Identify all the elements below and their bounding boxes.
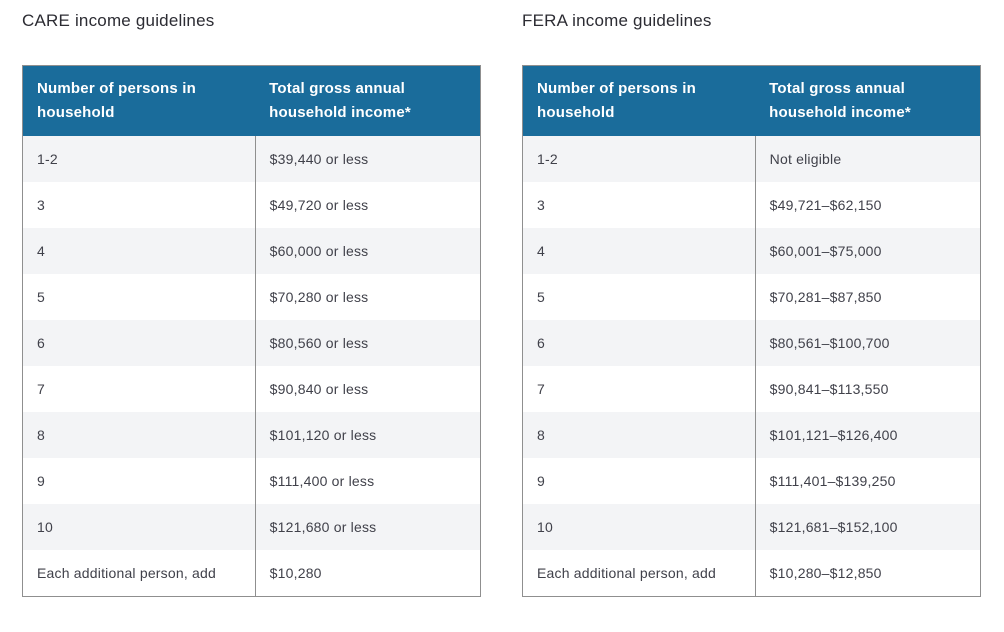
income-cell: $39,440 or less bbox=[254, 136, 481, 182]
fera-table-section: FERA income guidelines Number of persons… bbox=[522, 10, 981, 597]
persons-cell: 8 bbox=[537, 427, 545, 443]
table-row: 3 $49,721–$62,150 bbox=[522, 182, 981, 228]
income-cell: $70,280 or less bbox=[254, 274, 481, 320]
persons-cell: 6 bbox=[37, 335, 45, 351]
table-row: Each additional person, add $10,280–$12,8… bbox=[522, 550, 981, 596]
care-table-body: 1-2 $39,440 or less 3 $49,720 or less 4 $60,0… bbox=[22, 136, 481, 596]
table-row: 7 $90,840 or less bbox=[22, 366, 481, 412]
persons-cell: 8 bbox=[37, 427, 45, 443]
persons-cell: 3 bbox=[537, 197, 545, 213]
table-row: 9 $111,401–$139,250 bbox=[522, 458, 981, 504]
income-cell: Not eligible bbox=[754, 136, 981, 182]
fera-table-title: FERA income guidelines bbox=[522, 11, 712, 30]
persons-cell: 7 bbox=[537, 381, 545, 397]
persons-cell: 3 bbox=[37, 197, 45, 213]
income-column-header: Total gross annual household income* bbox=[255, 65, 481, 136]
income-column-header: Total gross annual household income* bbox=[755, 65, 981, 136]
persons-cell: 10 bbox=[537, 519, 553, 535]
persons-cell: 1-2 bbox=[37, 151, 58, 167]
persons-cell: 9 bbox=[37, 473, 45, 489]
table-row: 1-2 $39,440 or less bbox=[22, 136, 481, 182]
persons-cell: 5 bbox=[37, 289, 45, 305]
table-row: 1-2 Not eligible bbox=[522, 136, 981, 182]
table-row: 6 $80,561–$100,700 bbox=[522, 320, 981, 366]
income-cell: $10,280 bbox=[254, 550, 481, 596]
persons-cell: 10 bbox=[37, 519, 53, 535]
income-cell: $121,680 or less bbox=[254, 504, 481, 550]
income-cell: $90,841–$113,550 bbox=[754, 366, 981, 412]
table-row: 10 $121,681–$152,100 bbox=[522, 504, 981, 550]
persons-cell: 4 bbox=[37, 243, 45, 259]
income-cell: $49,721–$62,150 bbox=[754, 182, 981, 228]
income-guidelines-section: CARE income guidelines Number of persons… bbox=[22, 10, 981, 597]
persons-cell: 1-2 bbox=[537, 151, 558, 167]
header-row: Number of persons in household Total gros… bbox=[522, 65, 981, 136]
fera-income-table: Number of persons in household Total gros… bbox=[522, 65, 981, 597]
persons-cell: 6 bbox=[537, 335, 545, 351]
header-row: Number of persons in household Total gros… bbox=[22, 65, 481, 136]
table-row: 8 $101,120 or less bbox=[22, 412, 481, 458]
income-cell: $90,840 or less bbox=[254, 366, 481, 412]
table-row: 9 $111,400 or less bbox=[22, 458, 481, 504]
table-row: Each additional person, add $10,280 bbox=[22, 550, 481, 596]
income-cell: $10,280–$12,850 bbox=[754, 550, 981, 596]
persons-cell: Each additional person, add bbox=[537, 564, 716, 581]
table-row: 8 $101,121–$126,400 bbox=[522, 412, 981, 458]
table-row: 4 $60,001–$75,000 bbox=[522, 228, 981, 274]
care-income-table: Number of persons in household Total gros… bbox=[22, 65, 481, 597]
table-row: 4 $60,000 or less bbox=[22, 228, 481, 274]
income-cell: $80,560 or less bbox=[254, 320, 481, 366]
persons-column-header: Number of persons in household bbox=[522, 65, 756, 136]
income-cell: $111,401–$139,250 bbox=[754, 458, 981, 504]
persons-cell: Each additional person, add bbox=[37, 564, 216, 581]
table-row: 3 $49,720 or less bbox=[22, 182, 481, 228]
income-cell: $80,561–$100,700 bbox=[754, 320, 981, 366]
table-row: 5 $70,281–$87,850 bbox=[522, 274, 981, 320]
income-cell: $101,120 or less bbox=[254, 412, 481, 458]
persons-column-header: Number of persons in household bbox=[22, 65, 256, 136]
income-cell: $101,121–$126,400 bbox=[754, 412, 981, 458]
table-row: 5 $70,280 or less bbox=[22, 274, 481, 320]
care-table-title: CARE income guidelines bbox=[22, 11, 215, 30]
persons-cell: 7 bbox=[37, 381, 45, 397]
income-cell: $49,720 or less bbox=[254, 182, 481, 228]
persons-cell: 5 bbox=[537, 289, 545, 305]
table-row: 6 $80,560 or less bbox=[22, 320, 481, 366]
care-table-section: CARE income guidelines Number of persons… bbox=[22, 10, 481, 597]
table-row: 10 $121,680 or less bbox=[22, 504, 481, 550]
income-cell: $121,681–$152,100 bbox=[754, 504, 981, 550]
persons-cell: 9 bbox=[537, 473, 545, 489]
persons-cell: 4 bbox=[537, 243, 545, 259]
table-row: 7 $90,841–$113,550 bbox=[522, 366, 981, 412]
income-cell: $60,001–$75,000 bbox=[754, 228, 981, 274]
income-cell: $60,000 or less bbox=[254, 228, 481, 274]
income-cell: $111,400 or less bbox=[254, 458, 481, 504]
income-cell: $70,281–$87,850 bbox=[754, 274, 981, 320]
fera-table-body: 1-2 Not eligible 3 $49,721–$62,150 4 $60,001–… bbox=[522, 136, 981, 596]
